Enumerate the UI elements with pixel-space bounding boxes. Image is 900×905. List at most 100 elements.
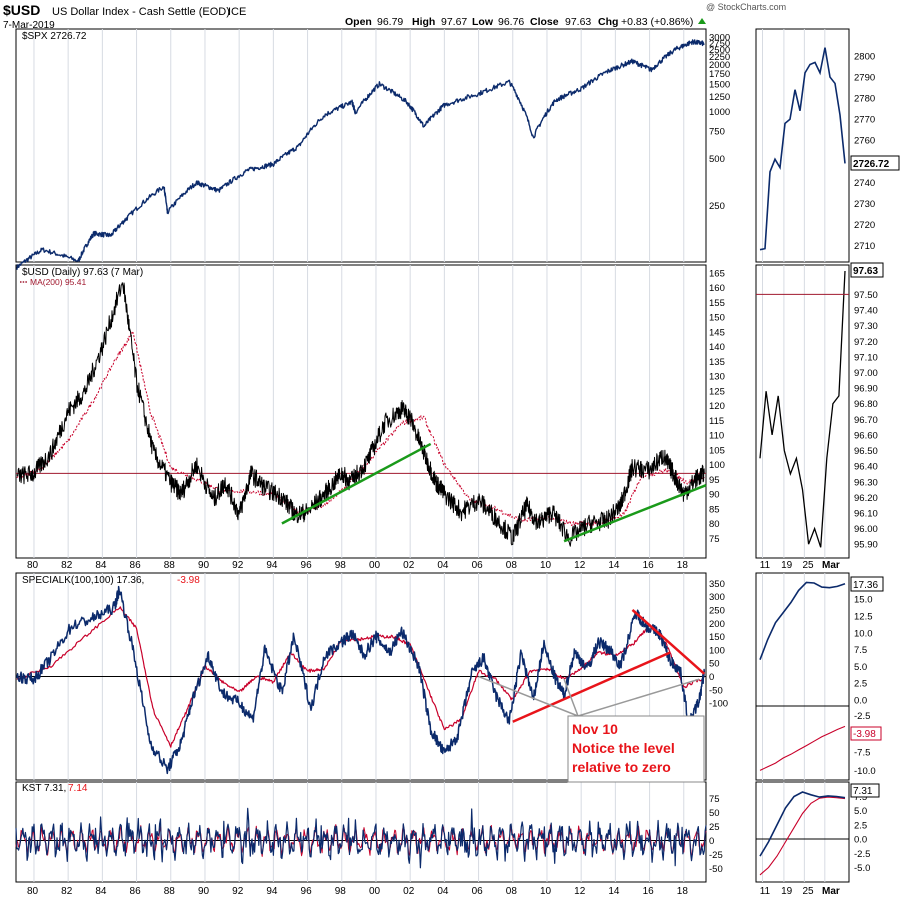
specialk-legend: SPECIALK(100,100) 17.36, <box>22 575 144 586</box>
chg-label: Chg <box>598 16 618 28</box>
y-tick-label: 100 <box>709 460 725 471</box>
zoom-y-tick-label: 96.90 <box>854 384 878 395</box>
zoom-y-tick-label: 2760 <box>854 136 875 147</box>
x-tick-label: 82 <box>61 560 73 571</box>
y-tick-label: 110 <box>709 431 724 442</box>
x-tick-label: 04 <box>437 560 449 571</box>
ticker-name: US Dollar Index - Cash Settle (EOD) <box>52 6 230 18</box>
zoom-panel-frame <box>755 572 850 781</box>
zoom-y-tick-label: 97.00 <box>854 368 878 379</box>
zoom-y-tick-label: 7.5 <box>854 645 867 656</box>
zoom-y-tick-label: 2780 <box>854 94 875 105</box>
zoom-y-tick-label: 96.20 <box>854 493 878 504</box>
zoom-y-tick-label: 97.50 <box>854 290 878 301</box>
x-tick-label: 86 <box>130 560 142 571</box>
zoom-y-tick-label: 0.0 <box>854 835 867 846</box>
chart-date: 7-Mar-2019 <box>3 20 55 31</box>
zoom-y-tick-label: 5.0 <box>854 806 867 817</box>
y-tick-label: -100 <box>709 699 728 710</box>
y-tick-label: 2250 <box>709 52 730 63</box>
zoom-x-tick-label: 19 <box>781 886 793 897</box>
zoom-x-tick-label: 19 <box>781 560 793 571</box>
zoom-y-tick-label: 97.10 <box>854 352 878 363</box>
zoom-y-tick-label: 97.20 <box>854 337 878 348</box>
zoom-y-tick-label: 2790 <box>854 73 875 84</box>
x-tick-label: 90 <box>198 560 210 571</box>
callout-pointer <box>563 678 579 717</box>
kst-signal-legend: 7.14 <box>68 783 88 794</box>
specialk-trendline <box>512 651 671 723</box>
low-label: Low <box>472 16 494 28</box>
y-tick-label: 1250 <box>709 92 730 103</box>
zoom-y-tick-label: -10.0 <box>854 766 876 777</box>
annotation-line-1: Nov 10 <box>572 721 618 737</box>
callout-pointer <box>577 678 700 717</box>
x-tick-label: 10 <box>540 560 552 571</box>
y-tick-label: 2000 <box>709 60 730 71</box>
x-tick-label: 84 <box>95 560 107 571</box>
x-tick-label: 00 <box>369 560 381 571</box>
spx-last-box <box>850 155 900 171</box>
zoom-x-tick-label: Mar <box>822 886 840 897</box>
specialk-line <box>16 585 706 775</box>
kst-legend: KST 7.31, <box>22 783 66 794</box>
y-tick-label: 155 <box>709 298 725 309</box>
zoom-x-tick-label: 11 <box>760 886 771 897</box>
spx-price-line <box>16 39 705 270</box>
x-tick-label: 80 <box>27 886 39 897</box>
zoom-y-tick-label: 12.5 <box>854 611 873 622</box>
y-tick-label: 3000 <box>709 33 730 44</box>
x-tick-label: 88 <box>164 886 176 897</box>
zoom-y-tick-label: -2.5 <box>854 711 870 722</box>
specialk-zoom-signal <box>759 725 846 771</box>
zoom-y-tick-label: 5.0 <box>854 662 867 673</box>
zoom-panel-frame <box>755 781 850 883</box>
y-tick-label: 0 <box>709 836 714 847</box>
zoom-panel-frame <box>755 264 850 559</box>
specialk-last-box <box>850 576 884 592</box>
close-value: 97.63 <box>565 16 591 28</box>
zoom-y-tick-label: 96.60 <box>854 430 878 441</box>
callout-pointer <box>478 675 579 717</box>
close-label: Close <box>530 16 559 28</box>
usd-zoom-line <box>759 270 846 548</box>
annotation-box <box>567 715 705 783</box>
y-tick-label: 115 <box>709 416 724 427</box>
zoom-y-tick-label: 2720 <box>854 220 875 231</box>
zoom-x-tick-label: 11 <box>760 560 771 571</box>
zoom-y-tick-label: -5.0 <box>854 863 870 874</box>
usd-trendline <box>281 442 432 525</box>
y-tick-label: 0 <box>709 672 714 683</box>
x-tick-label: 14 <box>608 560 620 571</box>
open-label: Open <box>345 16 372 28</box>
y-tick-label: 2500 <box>709 45 730 56</box>
y-tick-label: 160 <box>709 283 725 294</box>
x-tick-label: 10 <box>540 886 552 897</box>
y-tick-label: 130 <box>709 372 725 383</box>
zoom-y-tick-label: 96.30 <box>854 477 878 488</box>
y-tick-label: 250 <box>709 605 725 616</box>
exchange-label: ICE <box>228 6 246 18</box>
specialk-signal-legend: -3.98 <box>177 575 200 586</box>
spx-legend: $SPX 2726.72 <box>22 31 87 42</box>
y-tick-label: 125 <box>709 386 725 397</box>
zoom-y-tick-label: 7.5 <box>854 792 867 803</box>
y-tick-label: 300 <box>709 592 725 603</box>
brand-watermark: @ StockCharts.com <box>706 2 786 12</box>
usd-price-line <box>16 282 705 547</box>
zoom-y-tick-label: 95.90 <box>854 540 878 551</box>
zoom-y-tick-label: 0.0 <box>854 696 867 707</box>
y-tick-label: 100 <box>709 645 725 656</box>
annotation-line-3: relative to zero <box>572 759 671 775</box>
main-panel-frame <box>15 264 707 559</box>
zoom-y-tick-label: 96.00 <box>854 524 878 535</box>
annotation-line-2: Notice the level <box>572 740 675 756</box>
y-tick-label: 250 <box>709 201 725 212</box>
spx-zoom-line <box>759 47 846 251</box>
spx-last-label: 2726.72 <box>853 159 890 170</box>
x-tick-label: 16 <box>643 560 655 571</box>
x-tick-label: 18 <box>677 560 689 571</box>
specialk-signal-box <box>850 726 882 741</box>
